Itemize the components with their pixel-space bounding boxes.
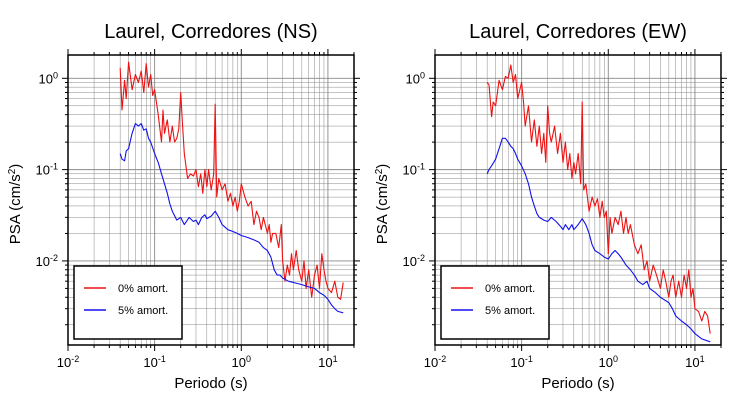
legend-label: 0% amort. [118, 283, 168, 295]
y-tick-label: 10-1 [403, 162, 425, 178]
legend-label: 5% amort. [118, 305, 168, 317]
y-tick-label: 100 [39, 70, 58, 86]
legend-box [440, 265, 550, 340]
y-axis-label: PSA (cm/s2) [7, 164, 25, 245]
tick-labels: 10-2 10-1 100 101 10-2 10-1 100 [36, 70, 338, 370]
y-tick-label: 10-2 [36, 253, 58, 269]
series-line-five-damping [119, 122, 344, 314]
plot-border [434, 54, 722, 346]
series-line-five-damping [486, 137, 711, 343]
series-line-zero-damping [119, 61, 344, 300]
y-axis-label: PSA (cm/s2) [374, 164, 392, 245]
chart-panel-ns: Laurel, Corredores (NS) PSA (cm/s2) Peri… [7, 21, 360, 392]
x-tick-label: 100 [232, 354, 251, 370]
tick-labels: 10-2 10-1 100 101 10-2 10-1 100 [403, 70, 705, 370]
x-tick-label: 10-1 [510, 354, 532, 370]
legend: 0% amort. 5% amort. [73, 265, 183, 340]
x-tick-label: 101 [685, 354, 704, 370]
chart-title: Laurel, Corredores (EW) [469, 21, 687, 43]
chart-panel-ew: Laurel, Corredores (EW) PSA (cm/s2) Peri… [374, 21, 727, 392]
x-axis-label: Periodo (s) [541, 375, 614, 392]
x-tick-label: 101 [318, 354, 337, 370]
chart-title: Laurel, Corredores (NS) [104, 21, 317, 43]
series-group [486, 64, 711, 343]
y-tick-label: 100 [406, 70, 425, 86]
legend-label: 5% amort. [485, 305, 535, 317]
y-axis-label-text: PSA (cm/s [374, 174, 391, 244]
x-axis-label: Periodo (s) [174, 375, 247, 392]
plot-frame [62, 49, 360, 351]
svg-text:PSA (cm/s2): PSA (cm/s2) [374, 164, 392, 245]
plot-border [67, 54, 355, 346]
series-line-zero-damping [486, 64, 711, 334]
y-axis-label-text: PSA (cm/s [7, 174, 24, 244]
y-tick-label: 10-1 [36, 162, 58, 178]
legend-box [73, 265, 183, 340]
x-tick-label: 10-2 [424, 354, 446, 370]
svg-text:PSA (cm/s2): PSA (cm/s2) [7, 164, 25, 245]
legend-label: 0% amort. [485, 283, 535, 295]
y-axis-label-close: ) [7, 164, 24, 169]
x-tick-label: 10-2 [57, 354, 79, 370]
y-axis-label-close: ) [374, 164, 391, 169]
x-tick-label: 10-1 [143, 354, 165, 370]
x-tick-label: 100 [599, 354, 618, 370]
series-group [119, 61, 344, 314]
legend: 0% amort. 5% amort. [440, 265, 550, 340]
plot-frame [429, 49, 727, 351]
y-axis-label-exponent: 2 [7, 168, 18, 174]
y-axis-label-exponent: 2 [374, 168, 385, 174]
y-tick-label: 10-2 [403, 253, 425, 269]
